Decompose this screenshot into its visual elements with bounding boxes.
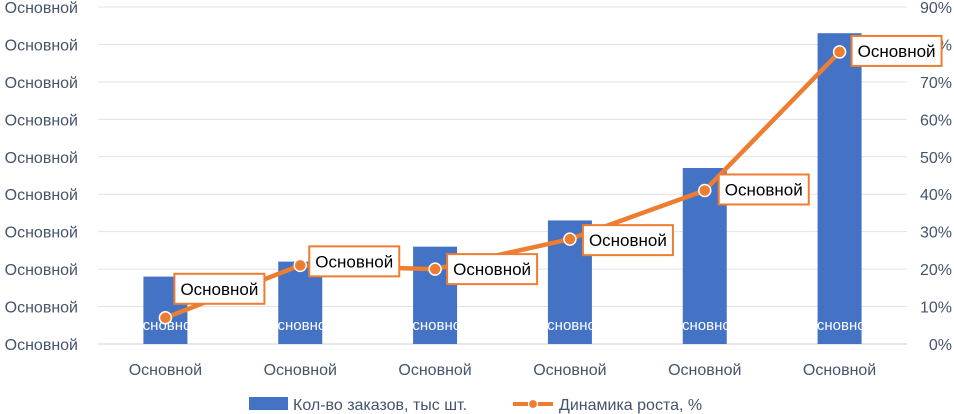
- legend: Кол-во заказов, тыс шт. Динамика роста, …: [249, 397, 702, 414]
- line-point: [293, 258, 307, 273]
- left-tick-label: Основной: [5, 112, 78, 129]
- right-tick-label: 50%: [920, 150, 952, 167]
- bar: [817, 33, 862, 344]
- right-tick-label: 60%: [920, 112, 952, 129]
- x-axis-ticks: Основной Основной Основной Основной Основной…: [129, 362, 877, 379]
- line-data-label-box: [446, 253, 539, 286]
- line-data-label: Основной: [589, 231, 667, 250]
- line-point: [428, 262, 442, 276]
- line-data-label-box: [850, 34, 943, 67]
- left-tick-label: Основной: [5, 150, 78, 167]
- left-tick-label: Основной: [5, 300, 78, 317]
- gridlines: [98, 6, 907, 345]
- bar-data-label: Основной: [536, 317, 605, 334]
- x-tick-label: Основной: [803, 362, 876, 379]
- legend-bar-label: Кол-во заказов, тыс шт.: [293, 397, 467, 414]
- left-tick-label: Основной: [5, 37, 78, 54]
- right-tick-label: 10%: [920, 300, 952, 317]
- line-data-label-box: [581, 224, 674, 257]
- line-point: [158, 311, 173, 325]
- line-point: [563, 232, 577, 246]
- x-tick-label: Основной: [533, 362, 606, 379]
- legend-bar-swatch: [249, 397, 288, 410]
- bar-data-label: Основной: [670, 317, 739, 334]
- bar-data-label: Основной: [401, 317, 470, 334]
- bar-data-label: Основной: [266, 317, 335, 334]
- line-data-label: Основной: [858, 42, 936, 61]
- line-data-label-box: [308, 245, 401, 278]
- x-tick-label: Основной: [129, 362, 202, 379]
- bar-data-labels: Основной Основной Основной Основной Основной…: [131, 317, 874, 334]
- line-point: [832, 45, 847, 59]
- right-tick-label: 90%: [920, 0, 952, 17]
- line-point: [698, 183, 712, 198]
- x-tick-label: Основной: [398, 362, 471, 379]
- right-tick-label: 70%: [920, 75, 952, 92]
- bar-data-label: Основной: [805, 317, 874, 334]
- line-data-label-box: [173, 272, 266, 305]
- legend-line-marker: [527, 398, 539, 410]
- x-tick-label: Основной: [264, 362, 337, 379]
- legend-line-label: Динамика роста, %: [559, 397, 702, 414]
- x-tick-label: Основной: [668, 362, 741, 379]
- line-data-label-box: [717, 173, 810, 206]
- left-tick-label: Основной: [5, 337, 78, 354]
- line-data-label: Основной: [453, 260, 531, 279]
- left-tick-label: Основной: [5, 225, 78, 242]
- right-tick-label: 40%: [920, 187, 952, 204]
- line-data-label: Основной: [315, 252, 393, 271]
- left-tick-label: Основной: [5, 75, 78, 92]
- line-data-label: Основной: [180, 280, 258, 299]
- left-axis-ticks: Основной Основной Основной Основной Основной…: [5, 0, 78, 354]
- line-data-label: Основной: [725, 180, 803, 199]
- left-tick-label: Основной: [5, 187, 78, 204]
- line-data-labels: Основной Основной Основной Основной Основной…: [173, 34, 943, 305]
- bar-data-label: Основной: [131, 317, 200, 334]
- right-tick-label: 20%: [920, 262, 952, 279]
- left-tick-label: Основной: [5, 262, 78, 279]
- right-tick-label: 0%: [929, 337, 952, 354]
- left-tick-label: Основной: [5, 0, 78, 17]
- right-tick-label: 30%: [920, 225, 952, 242]
